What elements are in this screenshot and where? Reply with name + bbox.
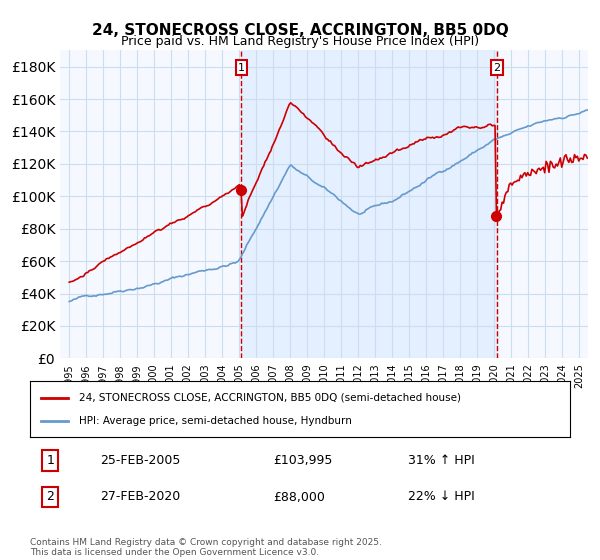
- Bar: [241, 50, 497, 358]
- Text: 2: 2: [493, 63, 500, 73]
- Text: £88,000: £88,000: [273, 491, 325, 503]
- Text: 24, STONECROSS CLOSE, ACCRINGTON, BB5 0DQ: 24, STONECROSS CLOSE, ACCRINGTON, BB5 0D…: [92, 24, 508, 38]
- Text: Price paid vs. HM Land Registry's House Price Index (HPI): Price paid vs. HM Land Registry's House …: [121, 35, 479, 49]
- Text: 31% ↑ HPI: 31% ↑ HPI: [408, 454, 475, 467]
- Text: 27-FEB-2020: 27-FEB-2020: [100, 491, 181, 503]
- Text: 24, STONECROSS CLOSE, ACCRINGTON, BB5 0DQ (semi-detached house): 24, STONECROSS CLOSE, ACCRINGTON, BB5 0D…: [79, 393, 461, 403]
- Text: 1: 1: [46, 454, 54, 467]
- Text: HPI: Average price, semi-detached house, Hyndburn: HPI: Average price, semi-detached house,…: [79, 416, 352, 426]
- Text: 1: 1: [238, 63, 245, 73]
- Text: 2: 2: [46, 491, 54, 503]
- Text: Contains HM Land Registry data © Crown copyright and database right 2025.
This d: Contains HM Land Registry data © Crown c…: [30, 538, 382, 557]
- Text: 22% ↓ HPI: 22% ↓ HPI: [408, 491, 475, 503]
- Text: £103,995: £103,995: [273, 454, 332, 467]
- Text: 25-FEB-2005: 25-FEB-2005: [100, 454, 181, 467]
